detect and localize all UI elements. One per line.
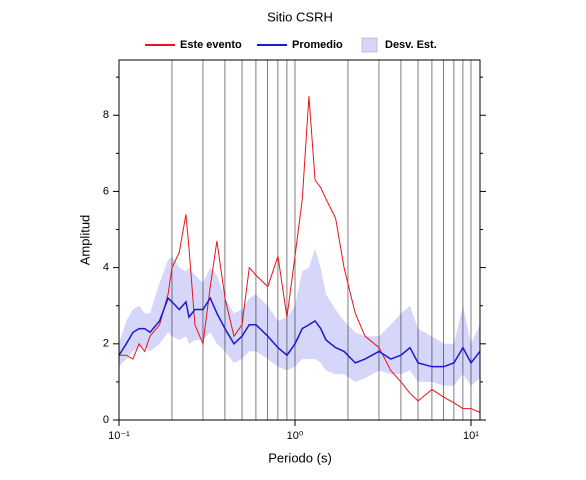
y-tick-label: 0 [103,414,109,426]
plot-frame [118,59,481,421]
series-line [119,96,481,413]
x-tick-label: 10⁻¹ [108,430,130,442]
x-tick-label: 10¹ [463,430,479,442]
std-band [119,248,480,386]
y-tick-label: 8 [103,109,109,121]
y-tick-label: 6 [103,185,109,197]
chart-title: Sitio CSRH [267,9,333,24]
legend-label: Este evento [180,39,242,51]
x-axis-label: Periodo (s) [268,450,332,465]
legend-label: Desv. Est. [385,39,437,51]
x-tick-label: 10⁰ [287,430,304,442]
y-tick-label: 4 [103,262,109,274]
series-line [118,296,481,368]
legend-swatch [361,37,378,53]
y-axis-label: Amplitud [77,215,92,266]
legend-label: Promedio [292,39,343,51]
y-tick-label: 2 [103,338,109,350]
